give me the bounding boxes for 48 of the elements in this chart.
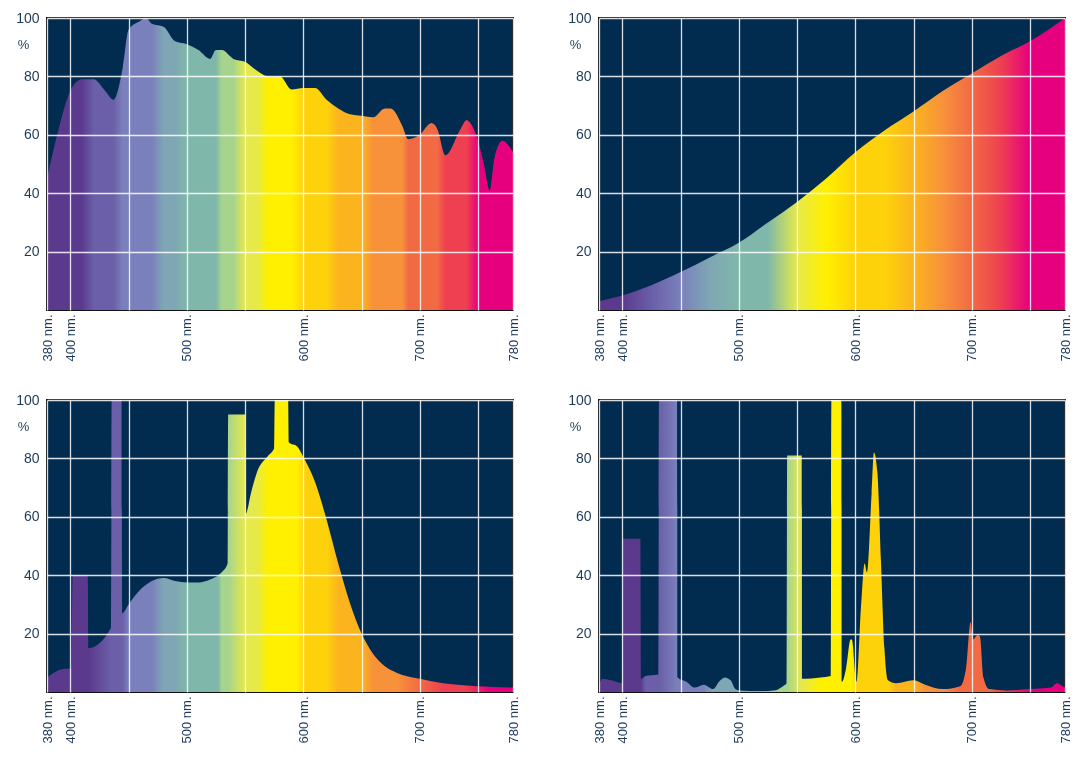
y-axis-title: % — [17, 418, 30, 434]
x-tick-label: 700 nm. — [412, 314, 428, 362]
x-tick-label: 500 nm. — [179, 314, 195, 362]
y-tick-label: 100 — [568, 391, 592, 408]
x-tick-label: 380 nm. — [39, 696, 55, 744]
y-tick-label: 100 — [16, 9, 40, 26]
y-tick-label: 80 — [23, 67, 40, 84]
x-tick-label: 500 nm. — [179, 696, 195, 744]
x-tick-label: 380 nm. — [591, 314, 607, 362]
y-axis-title: % — [569, 418, 582, 434]
y-tick-label: 20 — [23, 243, 40, 260]
y-tick-label: 20 — [575, 625, 592, 642]
y-tick-label: 60 — [23, 508, 40, 525]
x-tick-label: 600 nm. — [295, 314, 311, 362]
x-tick-label: 380 nm. — [591, 696, 607, 744]
y-tick-label: 100 — [568, 9, 592, 26]
y-tick-label: 80 — [23, 449, 40, 466]
x-tick-label: 780 nm. — [1057, 314, 1073, 362]
y-tick-label: 40 — [575, 566, 592, 583]
y-tick-label: 100 — [16, 391, 40, 408]
x-tick-label: 500 nm. — [731, 696, 747, 744]
y-tick-label: 20 — [575, 243, 592, 260]
x-tick-label: 780 nm. — [505, 696, 521, 744]
x-tick-label: 400 nm. — [62, 314, 78, 362]
x-tick-label: 500 nm. — [731, 314, 747, 362]
x-tick-label: 780 nm. — [505, 314, 521, 362]
x-tick-label: 600 nm. — [847, 314, 863, 362]
x-tick-label: 700 nm. — [964, 696, 980, 744]
y-tick-label: 80 — [575, 67, 592, 84]
y-tick-label: 40 — [23, 566, 40, 583]
x-tick-label: 780 nm. — [1057, 696, 1073, 744]
y-tick-label: 60 — [575, 126, 592, 143]
x-tick-label: 400 nm. — [62, 696, 78, 744]
y-tick-label: 80 — [575, 449, 592, 466]
x-tick-label: 700 nm. — [412, 696, 428, 744]
x-tick-label: 400 nm. — [614, 696, 630, 744]
y-tick-label: 60 — [23, 126, 40, 143]
y-axis-title: % — [17, 36, 30, 52]
y-tick-label: 60 — [575, 508, 592, 525]
x-tick-label: 600 nm. — [847, 696, 863, 744]
x-tick-label: 380 nm. — [39, 314, 55, 362]
y-tick-label: 20 — [23, 625, 40, 642]
x-tick-label: 700 nm. — [964, 314, 980, 362]
y-tick-label: 40 — [575, 184, 592, 201]
x-tick-label: 400 nm. — [614, 314, 630, 362]
y-tick-label: 40 — [23, 184, 40, 201]
y-axis-title: % — [569, 36, 582, 52]
x-tick-label: 600 nm. — [295, 696, 311, 744]
